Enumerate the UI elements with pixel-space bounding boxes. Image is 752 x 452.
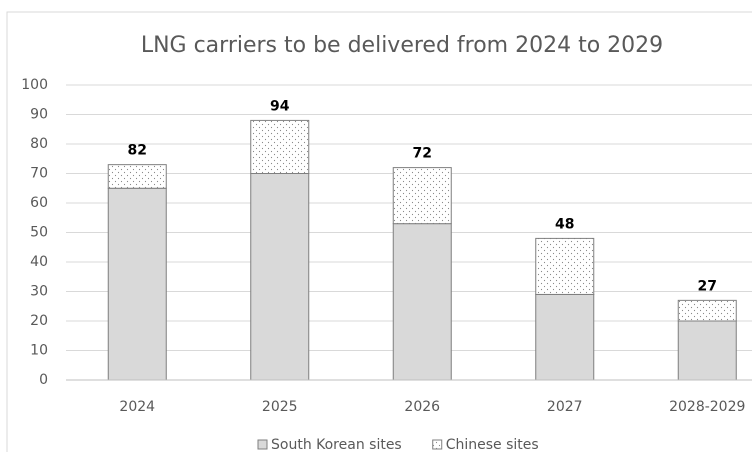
total-label: 82 xyxy=(128,143,147,159)
y-tick-label: 90 xyxy=(30,107,48,123)
total-label: 94 xyxy=(270,98,290,114)
total-label: 48 xyxy=(555,216,574,232)
y-tick-label: 100 xyxy=(21,77,48,93)
bar-segment xyxy=(392,167,452,225)
y-tick-label: 20 xyxy=(30,313,48,329)
y-tick-label: 0 xyxy=(39,372,48,388)
x-tick-label: 2028-2029 xyxy=(669,399,745,415)
legend-swatch xyxy=(257,439,268,450)
total-label: 27 xyxy=(698,278,717,294)
bar-segment xyxy=(107,164,167,189)
legend-label: Chinese sites xyxy=(446,437,539,452)
x-tick-label: 2026 xyxy=(404,399,440,415)
total-label: 72 xyxy=(413,146,432,162)
x-tick-label: 2027 xyxy=(547,399,583,415)
legend-label: South Korean sites xyxy=(271,437,402,452)
chart-frame xyxy=(6,11,752,452)
y-tick-label: 40 xyxy=(30,254,48,270)
y-tick-label: 10 xyxy=(30,343,48,359)
y-tick-label: 70 xyxy=(30,166,48,182)
bar-segment xyxy=(250,173,310,381)
y-tick-label: 80 xyxy=(30,136,48,152)
bar-segment xyxy=(250,119,310,174)
bar-segment xyxy=(107,187,167,381)
bar-segment xyxy=(392,223,452,381)
y-tick-label: 30 xyxy=(30,284,48,300)
chart-title: LNG carriers to be delivered from 2024 t… xyxy=(141,33,663,58)
y-tick-label: 60 xyxy=(30,195,48,211)
x-tick-label: 2024 xyxy=(119,399,155,415)
y-tick-label: 50 xyxy=(30,225,48,241)
legend-swatch xyxy=(432,439,443,450)
bar-segment xyxy=(535,237,595,295)
x-tick-label: 2025 xyxy=(262,399,298,415)
bar-segment xyxy=(535,293,595,381)
bar-segment xyxy=(677,320,737,381)
bar-segment xyxy=(677,299,737,322)
